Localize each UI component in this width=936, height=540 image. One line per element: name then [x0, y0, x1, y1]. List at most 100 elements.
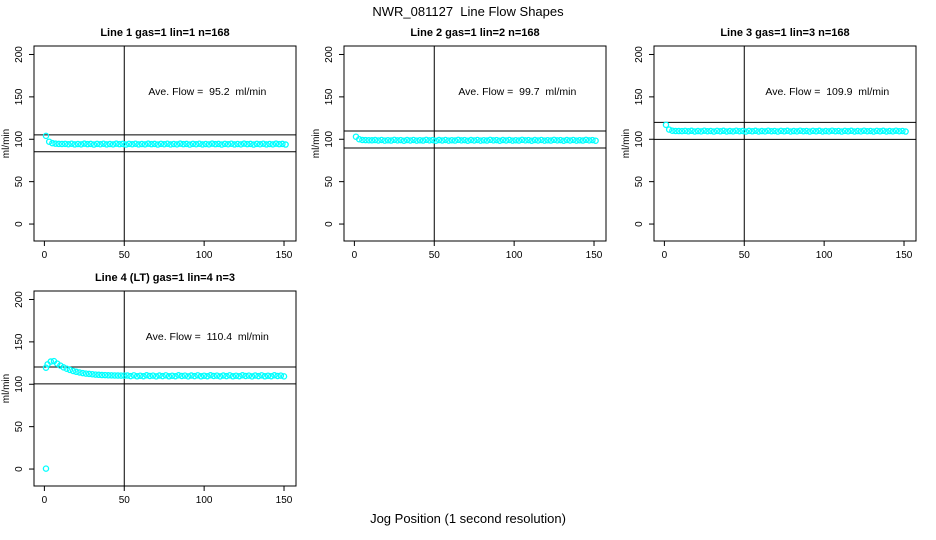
- data-point: [212, 140, 219, 148]
- data-point: [84, 140, 91, 148]
- data-point: [236, 372, 243, 380]
- data-point: [784, 127, 791, 135]
- data-point: [381, 137, 388, 144]
- y-tick-label: 50: [14, 176, 25, 188]
- data-point: [213, 372, 221, 379]
- data-point: [547, 137, 555, 144]
- data-point: [451, 137, 459, 144]
- data-point: [223, 372, 230, 380]
- data-point: [416, 136, 424, 144]
- data-point: [154, 141, 162, 148]
- data-point: [272, 140, 280, 147]
- data-point: [771, 127, 778, 135]
- data-point: [710, 128, 718, 135]
- y-tick-label: 150: [634, 88, 645, 105]
- data-point: [189, 140, 197, 148]
- data-point: [387, 137, 395, 144]
- data-point: [707, 127, 714, 135]
- data-point: [774, 128, 782, 135]
- subplot-line-2: 0 50 100 150 0 50 100 150 200 ml/min Ave. Flow = 9…: [310, 20, 620, 265]
- data-point: [173, 141, 181, 148]
- data-point: [176, 140, 184, 147]
- ave-flow-annotation: Ave. Flow = 95.2 ml/min: [148, 86, 266, 98]
- data-point: [74, 140, 82, 148]
- data-point: [895, 127, 903, 135]
- data-point: [854, 127, 861, 135]
- y-tick-label: 100: [634, 130, 645, 147]
- ave-flow-annotation: Ave. Flow = 110.4 ml/min: [146, 331, 269, 343]
- data-point: [101, 371, 109, 379]
- data-point: [464, 137, 472, 144]
- data-point: [362, 136, 369, 144]
- data-point: [240, 140, 248, 147]
- subplot-line-3: 0 50 100 150 0 50 100 150 200 ml/min Ave. Flow = 1…: [620, 20, 930, 265]
- data-point: [218, 141, 225, 148]
- data-point: [252, 372, 259, 379]
- data-point: [192, 141, 200, 148]
- data-point: [156, 372, 163, 379]
- data-point: [474, 136, 481, 144]
- y-tick-label: 150: [14, 333, 25, 350]
- data-point: [160, 141, 168, 148]
- data-point: [274, 372, 281, 380]
- data-point: [841, 127, 849, 135]
- data-point: [512, 136, 519, 144]
- data-point: [250, 141, 257, 148]
- data-point: [713, 127, 721, 135]
- data-point: [522, 137, 529, 144]
- x-tick-label: 150: [586, 250, 603, 261]
- data-point: [58, 140, 66, 148]
- data-point: [739, 127, 746, 135]
- data-point: [152, 373, 160, 380]
- data-point: [857, 128, 865, 135]
- data-point: [229, 373, 237, 380]
- data-point: [752, 127, 759, 135]
- data-point: [499, 136, 507, 144]
- data-point: [768, 127, 775, 135]
- y-axis-unit-label: ml/min: [1, 374, 12, 403]
- data-point: [242, 372, 249, 380]
- data-point: [202, 140, 209, 148]
- data-point: [105, 372, 112, 379]
- data-point: [148, 140, 155, 148]
- data-point: [215, 140, 222, 148]
- data-point: [550, 136, 558, 144]
- data-point: [502, 137, 510, 144]
- data-point: [103, 141, 110, 148]
- data-point: [796, 127, 804, 134]
- data-point: [825, 128, 833, 135]
- data-point: [151, 140, 158, 148]
- data-point: [515, 137, 523, 144]
- data-point: [221, 140, 229, 148]
- data-point: [432, 137, 440, 144]
- data-point: [76, 369, 83, 376]
- y-tick-label: 0: [324, 221, 335, 227]
- data-point: [573, 137, 580, 144]
- x-tick-label: 150: [896, 250, 913, 261]
- data-point: [57, 362, 64, 369]
- data-point: [541, 137, 548, 144]
- data-point: [458, 137, 465, 144]
- data-point: [544, 136, 551, 144]
- data-point: [426, 137, 433, 144]
- data-point: [168, 372, 176, 379]
- x-tick-label: 0: [662, 250, 668, 261]
- plot-svg-line-4: 0 50 100 150 0 50 100 150 200 ml/min Ave. Flow = 1…: [1, 290, 297, 506]
- data-point: [224, 141, 232, 148]
- data-point: [761, 128, 769, 135]
- data-point: [180, 140, 187, 148]
- ave-flow-annotation: Ave. Flow = 99.7 ml/min: [458, 86, 576, 98]
- data-point: [144, 140, 152, 147]
- y-tick-label: 0: [14, 466, 25, 472]
- y-tick-label: 200: [634, 46, 645, 63]
- data-point: [207, 372, 214, 379]
- data-point: [42, 364, 50, 371]
- data-point: [248, 373, 256, 380]
- data-point: [95, 371, 102, 379]
- subplot-title: Line 2 gas=1 lin=2 n=168: [410, 27, 540, 39]
- data-point: [851, 128, 858, 135]
- data-point: [282, 141, 289, 148]
- data-point: [883, 128, 890, 135]
- data-point: [819, 128, 826, 135]
- data-point: [397, 136, 404, 144]
